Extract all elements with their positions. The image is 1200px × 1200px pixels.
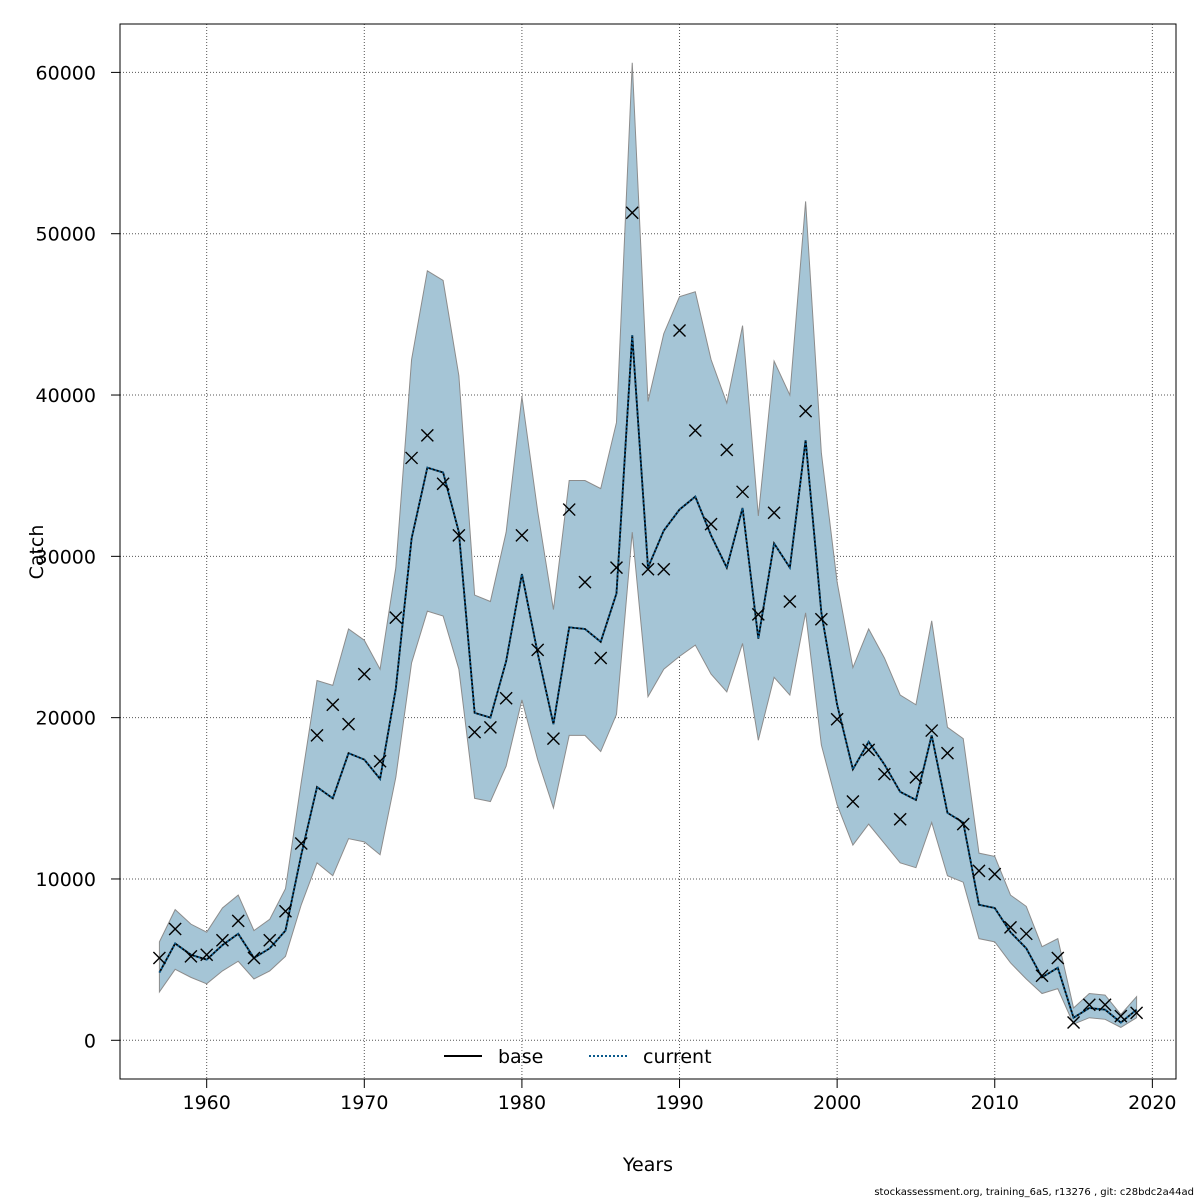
x-axis-title: Years bbox=[622, 1154, 673, 1176]
observed-point bbox=[531, 643, 545, 657]
observed-point bbox=[641, 562, 655, 576]
legend-base-label: base bbox=[498, 1046, 543, 1068]
observed-point bbox=[925, 724, 939, 738]
x-tick-label: 2020 bbox=[1128, 1092, 1176, 1114]
observed-point bbox=[184, 949, 198, 963]
y-tick-label: 40000 bbox=[36, 385, 96, 407]
observed-point bbox=[814, 612, 828, 626]
observed-point bbox=[278, 904, 292, 918]
observed-point bbox=[1130, 1006, 1144, 1020]
observed-point bbox=[1019, 927, 1033, 941]
observed-point bbox=[909, 770, 923, 784]
x-tick-label: 2010 bbox=[971, 1092, 1019, 1114]
observed-point bbox=[405, 451, 419, 465]
y-tick-label: 20000 bbox=[36, 708, 96, 730]
observed-point bbox=[562, 503, 576, 517]
y-axis-title: Catch bbox=[26, 525, 48, 580]
observed-point bbox=[389, 611, 403, 625]
observed-point bbox=[1067, 1016, 1081, 1030]
observed-point bbox=[215, 933, 229, 947]
observed-point bbox=[736, 485, 750, 499]
observed-point bbox=[231, 914, 245, 928]
legend-current-label: current bbox=[643, 1046, 712, 1068]
confidence-band bbox=[158, 62, 1138, 1028]
observed-point bbox=[310, 728, 324, 742]
axes: 1960 1970 1980 1990 2000 2010 2020 0 10000 20000 3… bbox=[36, 62, 1177, 1114]
observed-point bbox=[1035, 969, 1049, 983]
observed-point bbox=[247, 951, 261, 965]
series-line-current bbox=[158, 335, 1138, 1024]
observed-point bbox=[168, 922, 182, 936]
x-tick-label: 1990 bbox=[655, 1092, 703, 1114]
observed-point bbox=[862, 743, 876, 757]
y-tick-label: 10000 bbox=[36, 869, 96, 891]
observed-point bbox=[688, 424, 702, 438]
observed-point bbox=[877, 767, 891, 781]
observed-point bbox=[483, 720, 497, 734]
observed-point bbox=[1051, 951, 1065, 965]
observed-point bbox=[546, 732, 560, 746]
observed-point bbox=[609, 561, 623, 575]
observed-point bbox=[846, 795, 860, 809]
observed-point bbox=[956, 817, 970, 831]
observed-point bbox=[294, 836, 308, 850]
observed-point bbox=[657, 562, 671, 576]
observed-point bbox=[1004, 920, 1018, 934]
observed-point bbox=[972, 864, 986, 878]
confidence-band-area bbox=[158, 62, 1138, 1028]
observed-point bbox=[373, 754, 387, 768]
plot-frame bbox=[119, 23, 1177, 1080]
observed-point bbox=[799, 404, 813, 418]
observed-point bbox=[783, 595, 797, 609]
observed-point bbox=[1082, 998, 1096, 1012]
observed-point bbox=[673, 324, 687, 337]
observed-point bbox=[499, 691, 513, 705]
observed-point bbox=[1114, 1009, 1128, 1023]
observed-point bbox=[704, 517, 718, 531]
footer-note: stockassessment.org, training_6aS, r1327… bbox=[874, 1187, 1194, 1198]
observed-point bbox=[940, 746, 954, 760]
observed-point bbox=[468, 725, 482, 739]
x-tick-label: 1970 bbox=[340, 1092, 388, 1114]
observed-point bbox=[515, 528, 529, 542]
observed-point bbox=[767, 506, 781, 520]
observed-point bbox=[263, 933, 277, 947]
observed-point bbox=[342, 717, 356, 731]
observed-point bbox=[751, 607, 765, 621]
y-tick-label: 50000 bbox=[36, 224, 96, 246]
observed-points bbox=[152, 206, 1144, 1030]
x-tick-label: 1960 bbox=[183, 1092, 231, 1114]
y-tick-label: 30000 bbox=[36, 546, 96, 568]
x-tick-label: 2000 bbox=[813, 1092, 861, 1114]
observed-point bbox=[594, 651, 608, 665]
observed-point bbox=[893, 812, 907, 826]
series-lines bbox=[158, 335, 1138, 1024]
y-tick-label: 60000 bbox=[36, 62, 96, 84]
x-tick-label: 1980 bbox=[498, 1092, 546, 1114]
observed-point bbox=[357, 667, 371, 681]
observed-point bbox=[625, 206, 639, 220]
legend: base current bbox=[444, 1046, 712, 1068]
observed-point bbox=[988, 867, 1002, 881]
observed-point bbox=[152, 951, 166, 965]
observed-point bbox=[420, 428, 434, 442]
observed-point bbox=[830, 712, 844, 726]
observed-point bbox=[578, 575, 592, 589]
observed-point bbox=[720, 443, 734, 457]
y-tick-label: 0 bbox=[84, 1030, 96, 1052]
observed-point bbox=[326, 698, 340, 712]
observed-point bbox=[452, 528, 466, 542]
observed-point bbox=[436, 477, 450, 491]
observed-point bbox=[1098, 998, 1112, 1012]
observed-point bbox=[200, 948, 214, 962]
